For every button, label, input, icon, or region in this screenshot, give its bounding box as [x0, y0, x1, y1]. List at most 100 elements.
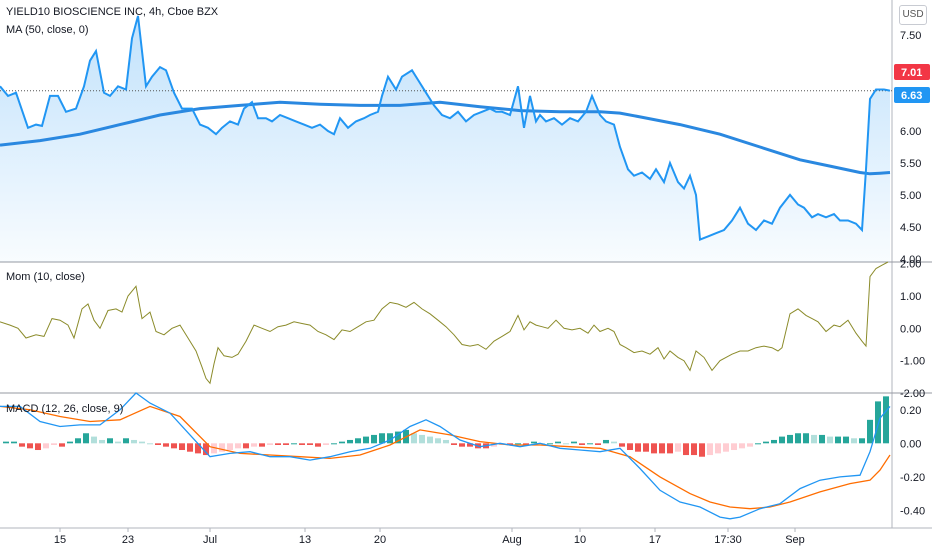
histogram-bar [835, 436, 841, 444]
histogram-bar [131, 439, 137, 444]
time-tick-label: 20 [374, 534, 386, 546]
histogram-bar [363, 436, 369, 444]
momentum-tick-label: 2.00 [900, 259, 921, 271]
price-line [0, 15, 891, 242]
histogram-bar [635, 443, 641, 452]
histogram-bar [459, 443, 465, 447]
histogram-bar [243, 443, 249, 449]
macd-tick-label: 0.20 [900, 405, 921, 417]
momentum-line [0, 261, 889, 385]
histogram-bar [355, 438, 361, 444]
histogram-bar [395, 431, 401, 444]
signal-line [0, 405, 891, 510]
histogram-bar [347, 439, 353, 444]
histogram-bar [843, 436, 849, 444]
momentum-axis-ticks: 2.00 1.00 0.00 -1.00 -2.00 [900, 259, 925, 400]
time-tick-label: 17:30 [714, 534, 742, 546]
price-pane[interactable]: 4.004.505.005.506.006.507.50 7.01 6.63 Y… [0, 6, 930, 266]
histogram-bar [411, 433, 417, 444]
macd-tick-label: -0.20 [900, 472, 925, 484]
price-tick-label: 4.00 [900, 254, 921, 266]
time-tick-label: 17 [649, 534, 661, 546]
macd-tick-label: -0.40 [900, 505, 925, 517]
histogram-bar [787, 434, 793, 444]
histogram-bar [875, 401, 881, 444]
histogram-bar [299, 443, 305, 445]
histogram-bar [867, 419, 873, 444]
histogram-bar [251, 443, 257, 447]
histogram-bar [163, 443, 169, 447]
histogram-bar [555, 441, 561, 444]
histogram-bar [723, 443, 729, 452]
price-area-fill [0, 16, 890, 262]
momentum-tick-label: -1.00 [900, 356, 925, 368]
histogram-bar [371, 434, 377, 444]
time-tick-label: 15 [54, 534, 66, 546]
histogram-bar [619, 443, 625, 447]
histogram-bar [515, 443, 521, 445]
last-price-tag-label: 6.63 [901, 90, 922, 102]
histogram-bar [667, 443, 673, 454]
histogram-bar [19, 443, 25, 447]
histogram-bar [771, 439, 777, 444]
histogram-bar [75, 438, 81, 444]
histogram-bar [707, 443, 713, 456]
histogram-bar [467, 443, 473, 447]
time-tick-label: 10 [574, 534, 586, 546]
price-tick-label: 7.50 [900, 30, 921, 42]
time-tick-label: Aug [502, 534, 522, 546]
macd-legend[interactable]: MACD (12, 26, close, 9) [6, 403, 123, 415]
ma-legend[interactable]: MA (50, close, 0) [6, 24, 89, 36]
histogram-bar [643, 443, 649, 452]
time-tick-label: Jul [203, 534, 217, 546]
histogram-bar [171, 443, 177, 449]
ma-line [0, 100, 891, 176]
histogram-bar [651, 443, 657, 454]
histogram-bar [83, 433, 89, 444]
momentum-tick-label: -2.00 [900, 388, 925, 400]
histogram-bar [571, 441, 577, 444]
time-tick-label: 13 [299, 534, 311, 546]
histogram-bar [739, 443, 745, 449]
histogram-bar [691, 443, 697, 456]
macd-pane[interactable]: 0.20 0.00 -0.20 -0.40 MACD (12, 26, close, … [0, 392, 925, 520]
momentum-pane[interactable]: 2.00 1.00 0.00 -1.00 -2.00 Mom (10, close) [0, 259, 925, 400]
histogram-bar [11, 441, 17, 444]
histogram-bar [323, 443, 329, 445]
histogram-bar [419, 434, 425, 444]
time-axis[interactable]: 15 23 Jul 13 20 Aug 10 17 17:30 Sep [54, 528, 805, 546]
histogram-bar [563, 443, 569, 445]
histogram-bar [659, 443, 665, 454]
price-tick-label: 5.00 [900, 190, 921, 202]
time-tick-label: 23 [122, 534, 134, 546]
histogram-bar [35, 443, 41, 451]
ma-price-tag: 7.01 [894, 64, 930, 80]
histogram-bar [259, 443, 265, 447]
histogram-bar [523, 443, 529, 445]
histogram-bar [627, 443, 633, 451]
histogram-bar [227, 443, 233, 451]
chart-title: YIELD10 BIOSCIENCE INC, 4h, Cboe BZX [6, 6, 219, 18]
histogram-bar [3, 441, 9, 444]
price-tick-label: 6.00 [900, 126, 921, 138]
currency-button[interactable]: USD [899, 5, 927, 25]
histogram-bar [99, 439, 105, 444]
histogram-bar [699, 443, 705, 457]
histogram-bar [579, 443, 585, 445]
histogram-bar [851, 438, 857, 444]
histogram-bar [779, 436, 785, 444]
histogram-bar [675, 443, 681, 452]
momentum-legend[interactable]: Mom (10, close) [6, 271, 85, 283]
histogram-bar [451, 443, 457, 445]
histogram-bar [859, 438, 865, 444]
ma-price-tag-label: 7.01 [901, 67, 922, 79]
histogram-bar [147, 443, 153, 445]
histogram-bar [491, 443, 497, 447]
momentum-tick-label: 1.00 [900, 291, 921, 303]
histogram-bar [307, 443, 313, 445]
histogram-bar [91, 436, 97, 444]
histogram-bar [427, 436, 433, 444]
histogram-bar [67, 441, 73, 444]
histogram-bar [219, 443, 225, 452]
